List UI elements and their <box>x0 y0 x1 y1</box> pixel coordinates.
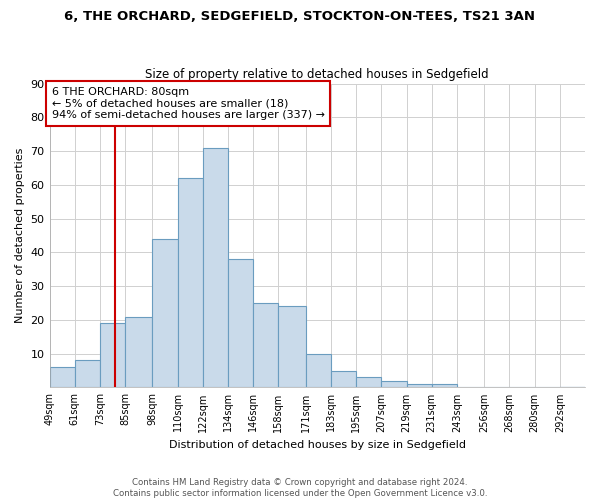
Title: Size of property relative to detached houses in Sedgefield: Size of property relative to detached ho… <box>145 68 489 81</box>
Bar <box>382 380 407 388</box>
Bar <box>278 306 306 388</box>
Bar <box>407 384 432 388</box>
Y-axis label: Number of detached properties: Number of detached properties <box>15 148 25 323</box>
Bar <box>100 324 125 388</box>
Bar <box>331 370 356 388</box>
Bar <box>152 239 178 388</box>
Text: 6 THE ORCHARD: 80sqm
← 5% of detached houses are smaller (18)
94% of semi-detach: 6 THE ORCHARD: 80sqm ← 5% of detached ho… <box>52 87 325 120</box>
Bar <box>203 148 228 388</box>
Bar <box>253 303 278 388</box>
Text: 6, THE ORCHARD, SEDGEFIELD, STOCKTON-ON-TEES, TS21 3AN: 6, THE ORCHARD, SEDGEFIELD, STOCKTON-ON-… <box>65 10 536 23</box>
Text: Contains HM Land Registry data © Crown copyright and database right 2024.
Contai: Contains HM Land Registry data © Crown c… <box>113 478 487 498</box>
Bar <box>75 360 100 388</box>
Bar <box>356 378 382 388</box>
Bar <box>432 384 457 388</box>
X-axis label: Distribution of detached houses by size in Sedgefield: Distribution of detached houses by size … <box>169 440 466 450</box>
Bar <box>125 316 152 388</box>
Bar <box>228 259 253 388</box>
Bar <box>50 367 75 388</box>
Bar <box>306 354 331 388</box>
Bar <box>178 178 203 388</box>
